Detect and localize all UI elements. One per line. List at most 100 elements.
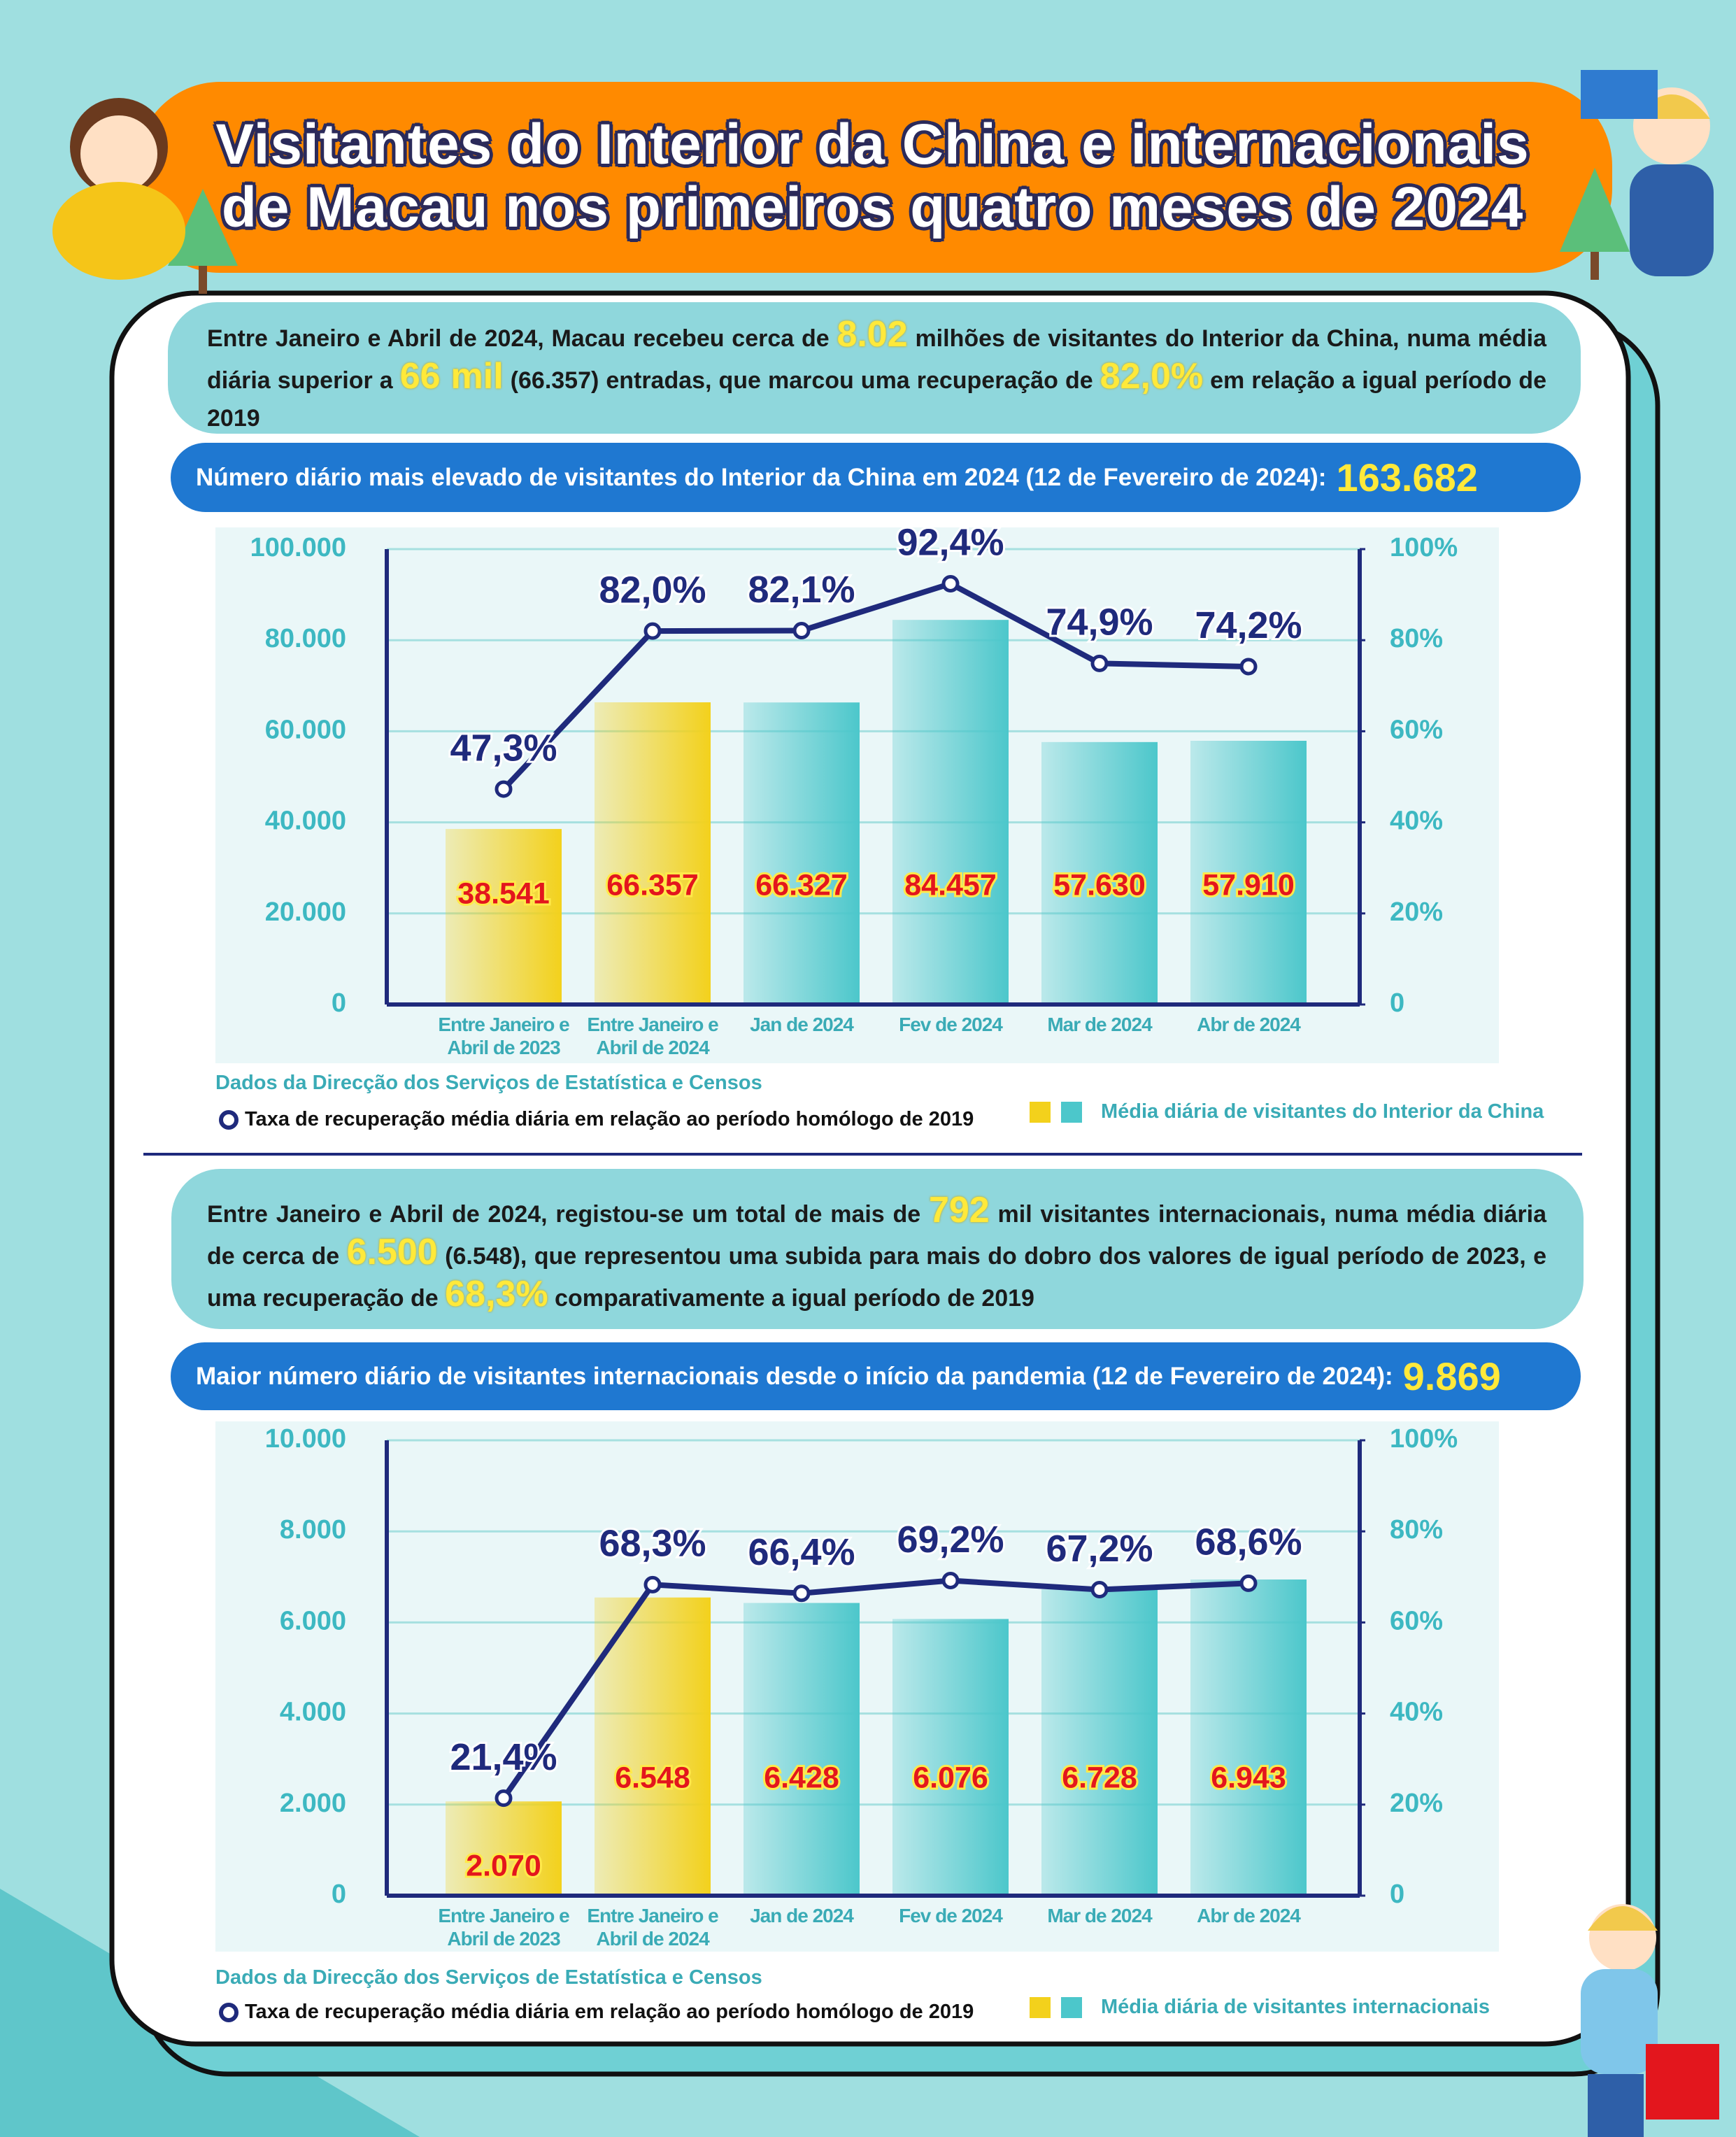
boy-illustration bbox=[1581, 70, 1714, 276]
bar bbox=[892, 620, 1009, 1004]
y-tick-label: 20.000 bbox=[265, 897, 346, 927]
line-value-label: 47,3% bbox=[450, 727, 557, 769]
highlight-number: 68,3% bbox=[445, 1274, 548, 1314]
y-tick-label: 80.000 bbox=[265, 624, 346, 653]
x-tick-label: Abr de 2024 bbox=[1197, 1905, 1301, 1926]
line-marker bbox=[941, 574, 960, 592]
highlight-number: 66 mil bbox=[399, 356, 504, 397]
bar bbox=[446, 1801, 562, 1896]
line-marker bbox=[941, 1572, 960, 1590]
legend-marker bbox=[219, 2003, 239, 2022]
y2-tick-label: 20% bbox=[1390, 897, 1443, 927]
summary-segment: em relação a igual período de 2019 bbox=[207, 367, 1546, 432]
record-banner: Maior número diário de visitantes intern… bbox=[171, 1342, 1581, 1410]
x-tick-label: Entre Janeiro e Abril de 2023 bbox=[438, 1905, 569, 1950]
bar-value-label: 6.943 bbox=[1211, 1761, 1286, 1794]
y-tick-label: 0 bbox=[332, 988, 346, 1018]
line-value-label: 68,3% bbox=[599, 1523, 706, 1565]
record-banner: Número diário mais elevado de visitantes… bbox=[171, 443, 1581, 512]
record-label: Maior número diário de visitantes intern… bbox=[196, 1362, 1393, 1390]
legend-label: Taxa de recuperação média diária em rela… bbox=[245, 2001, 974, 2023]
legend-label: Média diária de visitantes do Interior d… bbox=[1101, 1100, 1544, 1123]
line-value-label: 66,4% bbox=[748, 1531, 855, 1573]
y-tick-label: 8.000 bbox=[280, 1515, 346, 1545]
girl-illustration bbox=[52, 98, 185, 280]
y2-tick-label: 20% bbox=[1390, 1789, 1443, 1818]
y-tick-label: 4.000 bbox=[280, 1698, 346, 1727]
source: Dados da Direcção dos Serviços de Estatí… bbox=[215, 1966, 762, 1989]
x-tick-label: Entre Janeiro e Abril de 2024 bbox=[587, 1905, 718, 1950]
x-tick-label: Abr de 2024 bbox=[1197, 1014, 1301, 1035]
x-tick-label: Fev de 2024 bbox=[899, 1905, 1003, 1926]
bar bbox=[595, 1597, 711, 1896]
y2-tick-label: 40% bbox=[1390, 1698, 1443, 1727]
y-tick-label: 100.000 bbox=[250, 533, 346, 562]
bar-value-label: 6.728 bbox=[1062, 1761, 1137, 1794]
bar-value-label: 2.070 bbox=[466, 1850, 541, 1883]
title-line: Visitantes do Interior da China e intern… bbox=[215, 113, 1530, 176]
logo bbox=[1646, 2044, 1719, 2120]
y2-tick-label: 60% bbox=[1390, 715, 1443, 744]
y2-tick-label: 0 bbox=[1390, 988, 1404, 1018]
title-bar bbox=[136, 82, 1612, 273]
legend-label: Média diária de visitantes internacionai… bbox=[1101, 1996, 1490, 2018]
summary-segment: mil visitantes internacionais, numa médi… bbox=[207, 1201, 1547, 1270]
bar bbox=[595, 702, 711, 1004]
reader-illustration bbox=[1581, 1904, 1658, 2137]
y2-tick-label: 40% bbox=[1390, 807, 1443, 836]
y-tick-label: 60.000 bbox=[265, 715, 346, 744]
bar-value-label: 66.357 bbox=[606, 868, 699, 902]
title-line: de Macau nos primeiros quatro meses de 2… bbox=[221, 176, 1524, 239]
y2-tick-label: 60% bbox=[1390, 1606, 1443, 1635]
line bbox=[501, 1577, 1249, 1800]
line-value-label: 69,2% bbox=[897, 1519, 1004, 1561]
bar-value-label: 6.548 bbox=[615, 1761, 690, 1794]
legend-swatch bbox=[1030, 1997, 1051, 2018]
line-value-label: 21,4% bbox=[450, 1736, 557, 1778]
summary-segment: Entre Janeiro e Abril de 2024, Macau rec… bbox=[207, 325, 837, 352]
summary-box bbox=[168, 302, 1581, 434]
tree bbox=[168, 189, 238, 294]
record-value: 163.682 bbox=[1336, 455, 1478, 499]
legend-marker bbox=[219, 1110, 239, 1130]
line-marker bbox=[643, 622, 662, 640]
highlight-number: 82,0% bbox=[1100, 356, 1204, 397]
y2-tick-label: 100% bbox=[1390, 1424, 1458, 1454]
summary-text: Entre Janeiro e Abril de 2024, registou-… bbox=[207, 1191, 1546, 1317]
line-marker bbox=[495, 1789, 513, 1808]
bar bbox=[1041, 1589, 1158, 1896]
line-value-label: 92,4% bbox=[897, 522, 1004, 564]
bar bbox=[1190, 1579, 1307, 1896]
summary-segment: milhões de visitantes do Interior da Chi… bbox=[207, 325, 1546, 394]
highlight-number: 6.500 bbox=[346, 1232, 438, 1272]
legend-swatch bbox=[1061, 1102, 1082, 1123]
line-marker bbox=[1090, 1581, 1109, 1599]
x-tick-label: Jan de 2024 bbox=[750, 1014, 854, 1035]
bar-value-label: 6.428 bbox=[764, 1761, 839, 1794]
x-tick-label: Mar de 2024 bbox=[1047, 1905, 1152, 1926]
highlight-number: 8.02 bbox=[837, 314, 908, 355]
y-tick-label: 2.000 bbox=[280, 1789, 346, 1818]
summary-segment: comparativamente a igual período de 2019 bbox=[548, 1285, 1034, 1312]
bar-value-label: 38.541 bbox=[457, 876, 550, 910]
summary-segment: Entre Janeiro e Abril de 2024, registou-… bbox=[207, 1201, 929, 1228]
bar bbox=[744, 1603, 860, 1896]
line-value-label: 67,2% bbox=[1046, 1528, 1153, 1570]
bar bbox=[1190, 741, 1307, 1004]
y2-tick-label: 80% bbox=[1390, 1515, 1443, 1545]
highlight-number: 792 bbox=[928, 1190, 990, 1230]
x-tick-label: Jan de 2024 bbox=[750, 1905, 854, 1926]
summary-segment: (6.548), que representou uma subida para… bbox=[207, 1243, 1547, 1312]
bar bbox=[892, 1619, 1009, 1896]
line-marker bbox=[792, 1584, 811, 1603]
tree bbox=[1560, 168, 1630, 280]
bar-value-label: 84.457 bbox=[904, 868, 997, 902]
summary-text: Entre Janeiro e Abril de 2024, Macau rec… bbox=[207, 315, 1546, 437]
line-marker bbox=[792, 622, 811, 640]
bar-value-label: 66.327 bbox=[755, 868, 848, 902]
y2-tick-label: 0 bbox=[1390, 1880, 1404, 1909]
y-tick-label: 40.000 bbox=[265, 807, 346, 836]
y2-tick-label: 80% bbox=[1390, 624, 1443, 653]
x-tick-label: Fev de 2024 bbox=[899, 1014, 1003, 1035]
